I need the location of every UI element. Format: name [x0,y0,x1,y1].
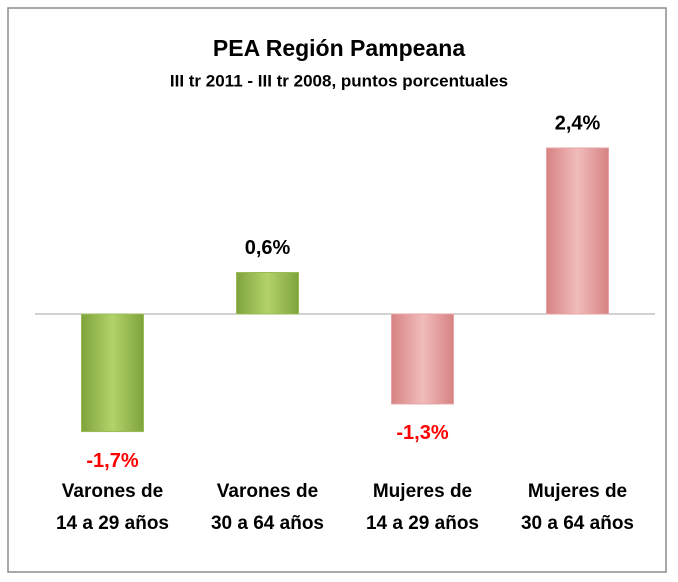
x-tick-label: Varones de [62,481,163,502]
x-tick-label: 14 a 29 años [56,513,169,534]
value-label: -1,3% [396,422,448,444]
x-tick-label: Mujeres de [373,481,472,502]
x-tick-label: Varones de [217,481,318,502]
value-label: 0,6% [245,237,291,259]
chart-title: PEA Región Pampeana [213,35,465,61]
value-label: -1,7% [86,450,138,472]
x-tick-label: 30 a 64 años [521,513,634,534]
x-tick-label: 14 a 29 años [366,513,479,534]
x-tick-label: 30 a 64 años [211,513,324,534]
chart-subtitle: III tr 2011 - III tr 2008, puntos porcen… [170,71,508,90]
x-tick-label: Mujeres de [528,481,627,502]
bar [546,147,609,315]
value-label: 2,4% [555,112,601,134]
bar [391,313,454,405]
bar [81,313,144,433]
bar [236,272,299,315]
